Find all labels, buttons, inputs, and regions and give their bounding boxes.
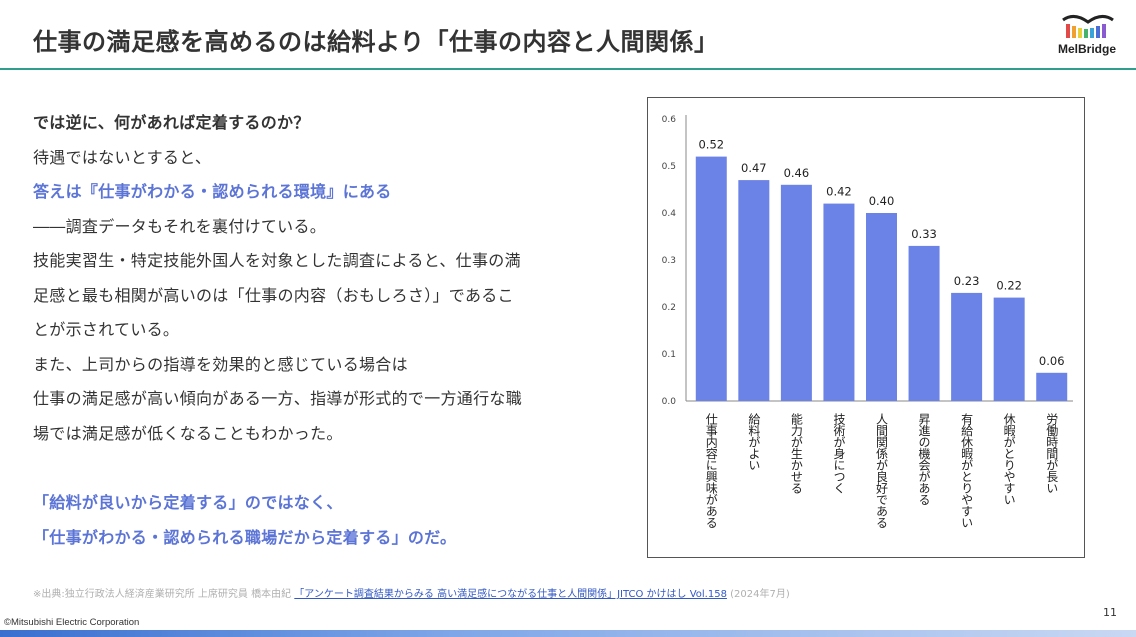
header-divider <box>0 68 1136 70</box>
body-line: ――調査データもそれを裏付けている。 <box>33 216 327 236</box>
bar <box>1036 372 1068 401</box>
body-line: 場では満足感が低くなることもわかった。 <box>33 423 343 443</box>
copyright: ©Mitsubishi Electric Corporation <box>4 617 140 628</box>
category-label: 昇進の機会がある <box>917 413 931 505</box>
source-prefix: ※出典:独立行政法人経済産業研究所 上席研究員 橋本由紀 <box>33 589 292 600</box>
body-line: また、上司からの指導を効果的と感じている場合は <box>33 354 408 374</box>
page-number: 11 <box>1103 606 1117 619</box>
category-label: 有給休暇がとりやすい <box>960 413 974 528</box>
value-label: 0.42 <box>826 185 852 199</box>
bar <box>866 213 897 401</box>
y-tick-label: 0.2 <box>662 303 676 313</box>
bar <box>780 184 812 401</box>
category-label: 仕事内容に興味がある <box>704 413 718 528</box>
y-tick-label: 0.4 <box>662 209 677 219</box>
logo-text: MelBridge <box>1058 42 1117 56</box>
category-label: 給料がよい <box>747 413 761 471</box>
bar <box>695 156 727 401</box>
value-label: 0.22 <box>996 279 1022 293</box>
y-tick-label: 0.6 <box>662 115 677 125</box>
y-tick-label: 0.0 <box>662 397 677 407</box>
category-label: 休暇がとりやすい <box>1002 413 1016 505</box>
body-line: 技能実習生・特定技能外国人を対象とした調査によると、仕事の満 <box>33 251 521 270</box>
body-line: とが示されている。 <box>33 320 180 339</box>
bar <box>908 245 940 401</box>
category-label: 人間関係が良好である <box>875 413 889 528</box>
bar <box>993 297 1025 401</box>
source-link[interactable]: 「アンケート調査結果からみる 高い満足感につながる仕事と人間関係」JITCO か… <box>294 589 727 600</box>
bar <box>823 203 855 401</box>
category-label: 能力が生かせる <box>789 413 803 494</box>
value-label: 0.06 <box>1039 354 1065 368</box>
category-label: 技術が身につく <box>832 413 846 494</box>
melbridge-logo: MelBridge <box>1058 12 1120 60</box>
value-label: 0.40 <box>869 194 895 208</box>
bar <box>951 292 983 401</box>
slide-title: 仕事の満足感を高めるのは給料より「仕事の内容と人間関係」 <box>33 28 719 56</box>
bar-chart: 0.6 0.5 0.4 0.3 0.2 0.1 0.0 0.52 仕事内容に興味がある 0.47 給… <box>647 97 1085 558</box>
value-label: 0.33 <box>911 227 937 241</box>
bar <box>738 180 770 401</box>
bar-chart-svg: 0.6 0.5 0.4 0.3 0.2 0.1 0.0 0.52 仕事内容に興味がある 0.47 給… <box>662 115 1073 528</box>
body-text: では逆に、何があれば定着するのか？ 待遇ではないとすると、 答えは『仕事がわかる… <box>33 106 613 555</box>
source-suffix: (2024年7月) <box>730 589 790 600</box>
body-line: 仕事の満足感が高い傾向がある一方、指導が形式的で一方通行な職 <box>33 389 523 408</box>
source-citation: ※出典:独立行政法人経済産業研究所 上席研究員 橋本由紀 「アンケート調査結果か… <box>33 585 790 600</box>
value-label: 0.47 <box>741 161 767 175</box>
body-line: では逆に、何があれば定着するのか？ <box>33 113 310 132</box>
y-tick-label: 0.1 <box>662 350 676 360</box>
value-label: 0.52 <box>698 138 724 152</box>
y-tick-label: 0.3 <box>662 256 676 266</box>
value-label: 0.46 <box>784 166 810 180</box>
conclusion-line: 「給料が良いから定着する」のではなく、 <box>33 493 343 512</box>
body-line: 待遇ではないとすると、 <box>33 147 212 167</box>
bridge-logo-icon <box>1062 15 1114 38</box>
y-tick-label: 0.5 <box>662 162 676 172</box>
body-line-highlight: 答えは『仕事がわかる・認められる環境』にある <box>33 182 392 201</box>
value-label: 0.23 <box>954 274 980 288</box>
slide-header: 仕事の満足感を高めるのは給料より「仕事の内容と人間関係」 MelBridge <box>0 0 1136 70</box>
body-line: 足感と最も相関が高いのは「仕事の内容（おもしろさ）」であるこ <box>33 285 514 305</box>
footer-bar <box>0 630 1136 637</box>
category-label: 労働時間が長い <box>1045 413 1059 494</box>
conclusion-line: 「仕事がわかる・認められる職場だから定着する」のだ。 <box>33 527 457 547</box>
